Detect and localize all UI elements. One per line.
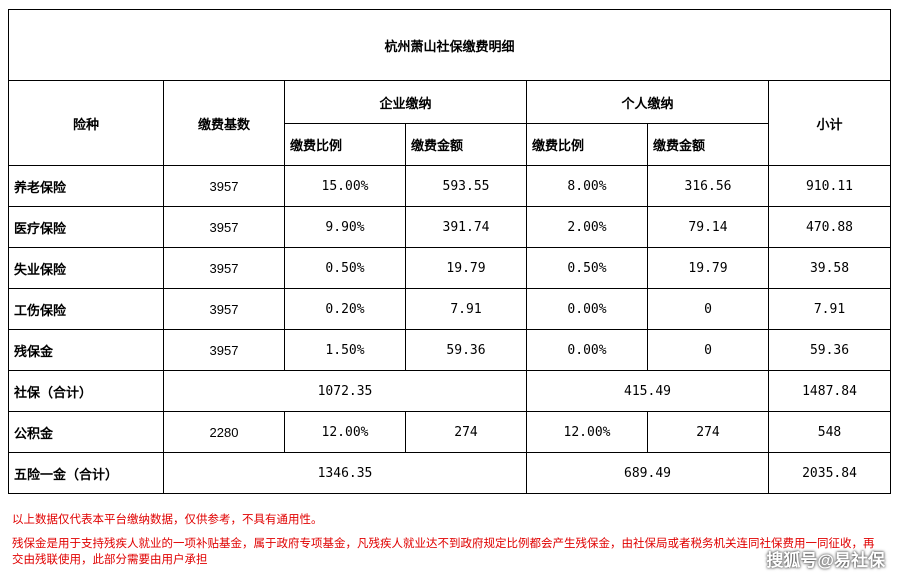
base-cell: 3957 bbox=[163, 206, 285, 248]
personal-amount-cell: 0 bbox=[647, 288, 769, 330]
subtotal-cell: 39.58 bbox=[767, 247, 892, 289]
company-total-cell: 1072.35 bbox=[163, 370, 527, 412]
company-rate-cell: 0.50% bbox=[284, 247, 406, 289]
row-label: 公积金 bbox=[8, 411, 164, 453]
personal-total-cell: 415.49 bbox=[526, 370, 769, 412]
header-insurance-type: 险种 bbox=[8, 80, 164, 166]
row-label: 失业保险 bbox=[8, 247, 164, 289]
table-row: 失业保险 3957 0.50% 19.79 0.50% 19.79 39.58 bbox=[8, 247, 892, 289]
personal-rate-cell: 0.00% bbox=[526, 329, 648, 371]
housing-fund-row: 公积金 2280 12.00% 274 12.00% 274 548 bbox=[8, 411, 892, 453]
row-label: 五险一金（合计） bbox=[8, 452, 164, 494]
company-amount-cell: 391.74 bbox=[405, 206, 527, 248]
subtotal-cell: 2035.84 bbox=[767, 452, 892, 494]
personal-rate-cell: 8.00% bbox=[526, 165, 648, 207]
company-rate-cell: 9.90% bbox=[284, 206, 406, 248]
base-cell: 3957 bbox=[163, 329, 285, 371]
personal-rate-cell: 2.00% bbox=[526, 206, 648, 248]
table-row: 工伤保险 3957 0.20% 7.91 0.00% 0 7.91 bbox=[8, 288, 892, 330]
notes: 以上数据仅代表本平台缴纳数据，仅供参考，不具有通用性。 残保金是用于支持残疾人就… bbox=[12, 512, 884, 568]
company-rate-cell: 0.20% bbox=[284, 288, 406, 330]
personal-amount-cell: 19.79 bbox=[647, 247, 769, 289]
company-rate-cell: 1.50% bbox=[284, 329, 406, 371]
row-label: 残保金 bbox=[8, 329, 164, 371]
table-row: 养老保险 3957 15.00% 593.55 8.00% 316.56 910… bbox=[8, 165, 892, 207]
subtotal-cell: 548 bbox=[767, 411, 892, 453]
personal-amount-cell: 274 bbox=[647, 411, 769, 453]
personal-amount-cell: 0 bbox=[647, 329, 769, 371]
personal-total-cell: 689.49 bbox=[526, 452, 769, 494]
subtotal-cell: 7.91 bbox=[767, 288, 892, 330]
row-label: 社保（合计） bbox=[8, 370, 164, 412]
personal-amount-cell: 79.14 bbox=[647, 206, 769, 248]
header-personal-rate: 缴费比例 bbox=[526, 123, 648, 166]
social-total-row: 社保（合计） 1072.35 415.49 1487.84 bbox=[8, 370, 892, 412]
table-title: 杭州萧山社保缴费明细 bbox=[7, 9, 892, 81]
company-amount-cell: 59.36 bbox=[405, 329, 527, 371]
table-row: 医疗保险 3957 9.90% 391.74 2.00% 79.14 470.8… bbox=[8, 206, 892, 248]
header-company-rate: 缴费比例 bbox=[284, 123, 406, 166]
company-amount-cell: 274 bbox=[405, 411, 527, 453]
company-amount-cell: 7.91 bbox=[405, 288, 527, 330]
personal-amount-cell: 316.56 bbox=[647, 165, 769, 207]
subtotal-cell: 470.88 bbox=[767, 206, 892, 248]
personal-rate-cell: 0.00% bbox=[526, 288, 648, 330]
grand-total-row: 五险一金（合计） 1346.35 689.49 2035.84 bbox=[8, 452, 892, 494]
table-row: 残保金 3957 1.50% 59.36 0.00% 0 59.36 bbox=[8, 329, 892, 371]
company-rate-cell: 12.00% bbox=[284, 411, 406, 453]
company-rate-cell: 15.00% bbox=[284, 165, 406, 207]
header-company-amount: 缴费金额 bbox=[405, 123, 527, 166]
header-personal: 个人缴纳 bbox=[526, 80, 769, 124]
subtotal-cell: 910.11 bbox=[767, 165, 892, 207]
company-amount-cell: 19.79 bbox=[405, 247, 527, 289]
personal-rate-cell: 0.50% bbox=[526, 247, 648, 289]
disability-fund-note: 残保金是用于支持残疾人就业的一项补贴基金，属于政府专项基金，凡残疾人就业达不到政… bbox=[12, 538, 875, 566]
row-label: 养老保险 bbox=[8, 165, 164, 207]
company-total-cell: 1346.35 bbox=[163, 452, 527, 494]
personal-rate-cell: 12.00% bbox=[526, 411, 648, 453]
base-cell: 3957 bbox=[163, 288, 285, 330]
header-company: 企业缴纳 bbox=[284, 80, 527, 124]
base-cell: 2280 bbox=[163, 411, 285, 453]
social-insurance-table: 杭州萧山社保缴费明细 险种 缴费基数 企业缴纳 个人缴纳 小计 缴费比例 缴费金… bbox=[7, 9, 892, 494]
header-personal-amount: 缴费金额 bbox=[647, 123, 769, 166]
company-amount-cell: 593.55 bbox=[405, 165, 527, 207]
disclaimer-note: 以上数据仅代表本平台缴纳数据，仅供参考，不具有通用性。 bbox=[12, 514, 323, 526]
row-label: 医疗保险 bbox=[8, 206, 164, 248]
header-subtotal: 小计 bbox=[767, 80, 892, 166]
row-label: 工伤保险 bbox=[8, 288, 164, 330]
base-cell: 3957 bbox=[163, 165, 285, 207]
base-cell: 3957 bbox=[163, 247, 285, 289]
watermark: 搜狐号@易社保 bbox=[766, 551, 885, 570]
subtotal-cell: 59.36 bbox=[767, 329, 892, 371]
header-base: 缴费基数 bbox=[163, 80, 285, 166]
subtotal-cell: 1487.84 bbox=[767, 370, 892, 412]
